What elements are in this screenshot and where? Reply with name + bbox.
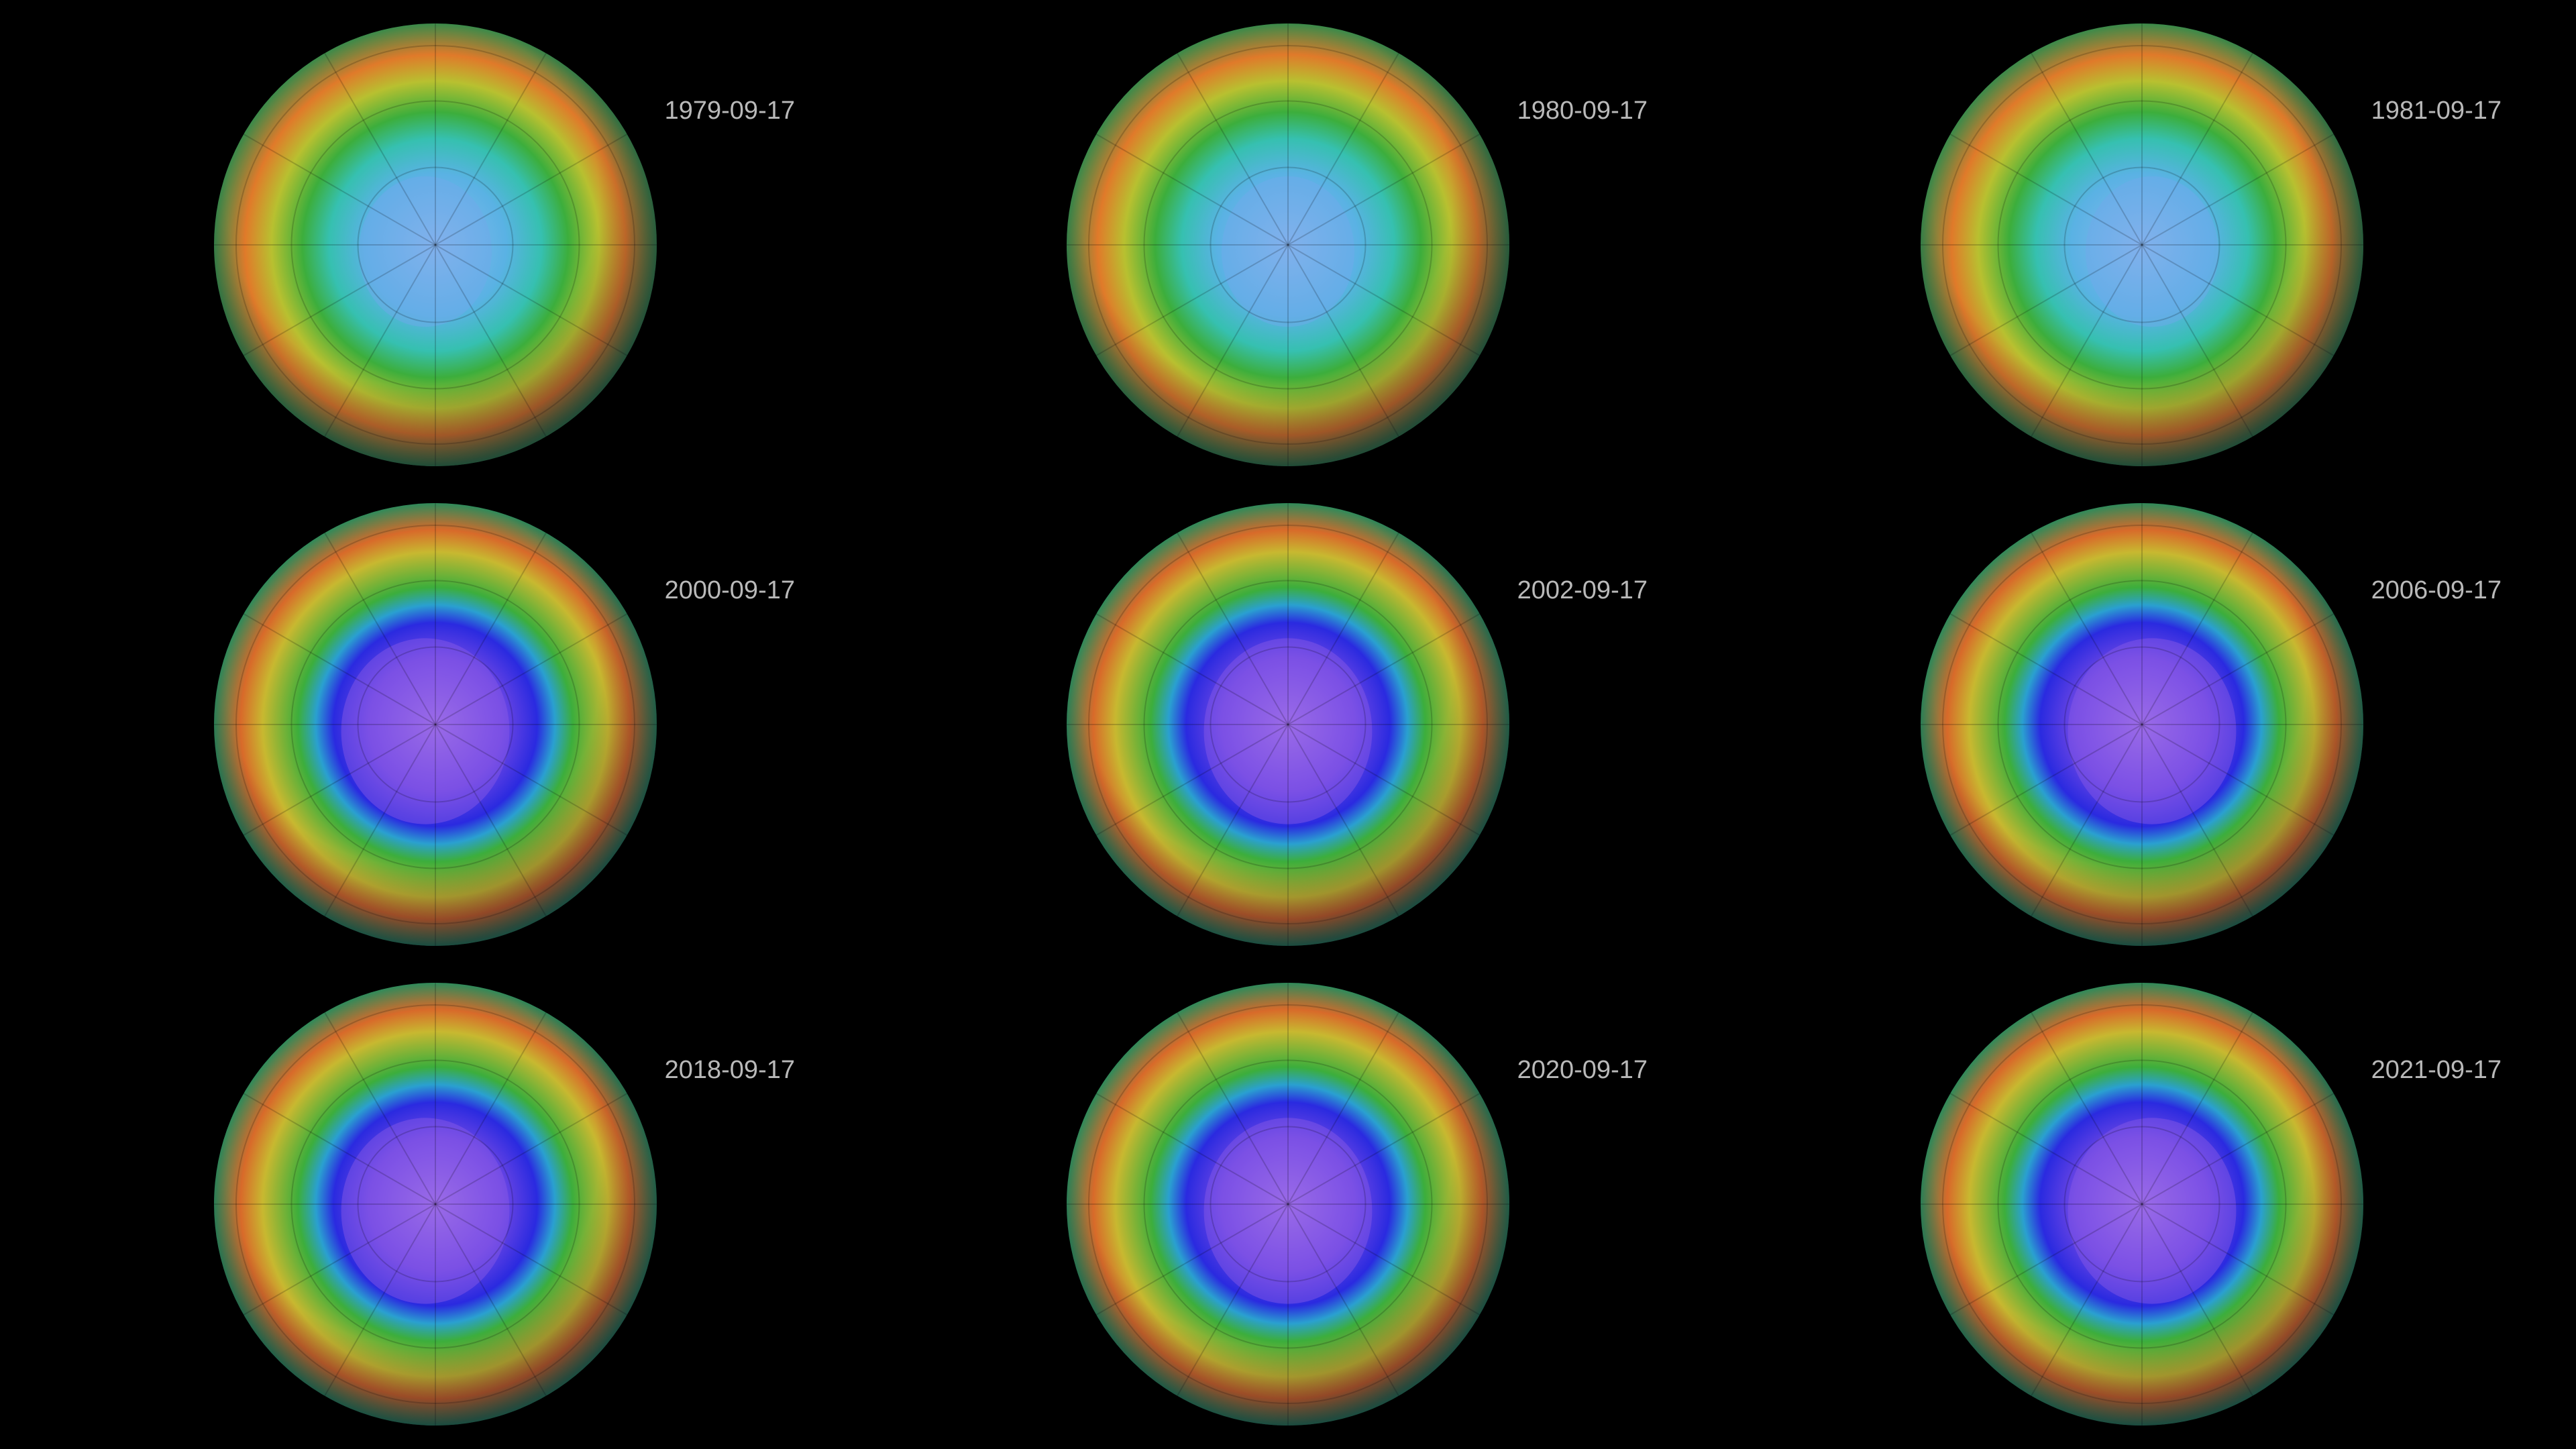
- date-label: 1981-09-17: [2371, 97, 2502, 125]
- globe-panel: 2021-09-17: [1921, 983, 2502, 1426]
- globe-panel: 2018-09-17: [214, 983, 795, 1426]
- globe-shade: [1921, 23, 2363, 466]
- globe-shade: [1921, 983, 2363, 1426]
- globe-panel: 1981-09-17: [1921, 23, 2502, 466]
- date-label: 2021-09-17: [2371, 1056, 2502, 1084]
- globe-panel: 2020-09-17: [1067, 983, 1648, 1426]
- globe-panel: 2006-09-17: [1921, 503, 2502, 946]
- globe-shade: [1067, 503, 1509, 946]
- date-label: 2020-09-17: [1517, 1056, 1648, 1084]
- date-label: 1980-09-17: [1517, 97, 1648, 125]
- globe-shade: [214, 983, 657, 1426]
- date-label: 2018-09-17: [665, 1056, 795, 1084]
- globe-shade: [1067, 23, 1509, 466]
- globe-shade: [1067, 983, 1509, 1426]
- globe-panel: 2002-09-17: [1067, 503, 1648, 946]
- date-label: 1979-09-17: [665, 97, 795, 125]
- date-label: 2000-09-17: [665, 576, 795, 604]
- date-label: 2002-09-17: [1517, 576, 1648, 604]
- globe-panel: 1979-09-17: [214, 23, 795, 466]
- globe-shade: [214, 503, 657, 946]
- globe-panel: 2000-09-17: [214, 503, 795, 946]
- globe-panel: 1980-09-17: [1067, 23, 1648, 466]
- globe-shade: [1921, 503, 2363, 946]
- date-label: 2006-09-17: [2371, 576, 2502, 604]
- globe-shade: [214, 23, 657, 466]
